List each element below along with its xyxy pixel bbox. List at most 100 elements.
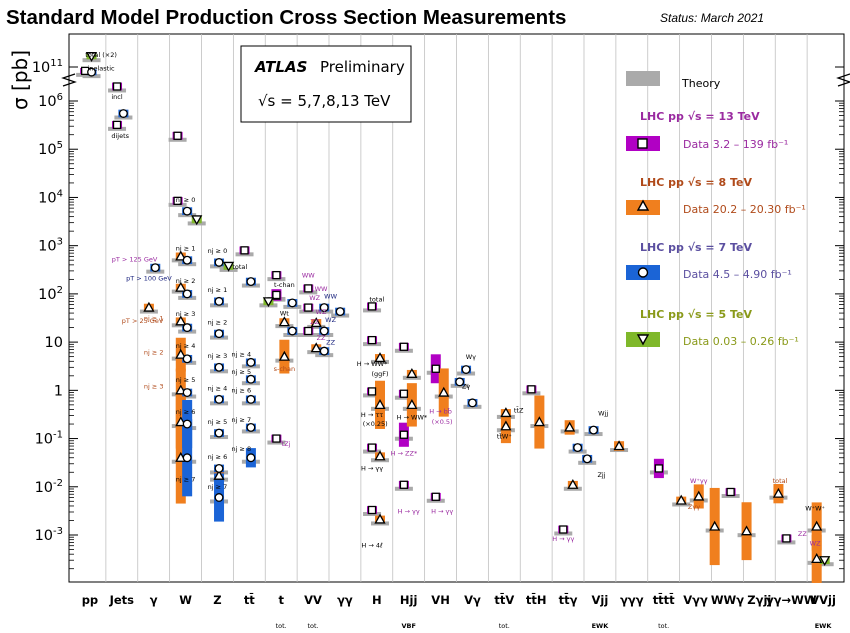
annotation-label: nj ≥ 3 [144,382,164,390]
x-tick-label: γ [150,593,158,607]
annotation-label: WW [315,285,328,293]
annotation-label: nj ≥ 1 [208,286,228,294]
legend-5tev-data: Data 0.03 – 0.26 fb⁻¹ [683,335,799,348]
triangle-marker [406,367,418,378]
y-tick-label: 10-2 [35,478,63,496]
triangle-marker [693,490,705,501]
y-tick-label: 10-1 [35,430,63,448]
atlas-name: ATLAS [254,58,307,76]
annotation-label: WZ [316,308,327,316]
x-tick-label: γγ→WW [766,593,817,607]
x-tick-label: Vγγ [683,593,708,607]
annotation-label: dijets [111,132,129,140]
square-marker [240,246,249,255]
annotation-label: nj ≥ 4 [208,384,228,392]
status-label: Status: March 2021 [660,11,764,25]
x-tick-label: γγγ [620,593,644,607]
annotation-label: ZZ [326,338,335,346]
square-marker [367,387,377,396]
legend-8tev-data: Data 20.2 – 20.30 fb⁻¹ [683,203,806,216]
y-tick-label: 10 [45,335,63,351]
circle-marker [246,422,256,432]
annotation-label: ZZ [798,530,807,538]
triangle-marker [564,421,576,432]
circle-marker [467,398,477,408]
square-marker [272,290,281,300]
triangle-marker [143,301,155,312]
square-marker [173,131,182,140]
atlas-preliminary: Preliminary [320,58,405,76]
circle-marker [214,493,224,502]
annotation-label: nj ≥ 8 [232,445,252,453]
circle-marker [182,206,192,216]
y-tick-label: 1 [54,383,63,399]
annotation-label: total [232,263,247,271]
circle-marker [246,357,256,367]
triangle-marker [500,407,512,418]
square-marker [431,364,440,373]
y-tick-label: 102 [38,285,63,303]
legend-triangle-marker [636,199,650,211]
annotation-label: H → 4ℓ [361,542,383,550]
circle-marker [246,374,256,384]
inverted-triangle-marker [262,297,275,308]
circle-marker [214,394,224,404]
annotation-label: H → WW* [397,413,428,421]
circle-marker [182,419,192,429]
atlas-energy: √s = 5,7,8,13 TeV [258,92,391,110]
circle-marker [573,443,583,453]
axis-break-mark [61,73,77,87]
annotation-label: Wjj [598,410,608,418]
annotation-label: nj ≥ 4 [176,342,196,350]
circle-marker [246,277,256,287]
square-marker [782,534,791,543]
annotation-label: nj ≥ 1 [176,244,196,252]
annotation-label: H → γγ [361,464,383,472]
data-markers [81,52,831,567]
triangle-marker [175,348,187,359]
y-tick-label: 104 [38,188,63,206]
circle-marker [319,326,329,336]
x-tick-label: γγ [337,593,353,607]
triangle-marker [374,399,386,409]
annotation-label: (×0.25) [363,420,388,428]
x-tick-label: Hjj [400,593,418,607]
axis-break-mark [836,73,850,87]
annotation-label: H → bb̄ [429,406,452,415]
annotation-label: nj ≥ 6 [176,408,196,416]
legend-8tev-title: LHC pp √s = 8 TeV [640,176,752,189]
circle-marker [461,365,471,374]
annotation-label: H → ZZ* [391,449,418,457]
x-tick-sublabel: tot. [307,622,318,630]
triangle-marker [310,317,322,328]
circle-marker [455,377,465,387]
inverted-triangle-marker [222,261,235,272]
triangle-marker [278,316,290,327]
circle-marker [87,67,96,77]
inverted-triangle-marker [85,52,98,62]
annotation-label: pT > 125 GeV [112,255,158,263]
circle-marker [182,323,192,333]
square-marker [367,335,377,345]
x-tick-label: Jets [109,593,135,607]
square-marker [367,443,377,452]
annotation-label: nj ≥ 6 [232,387,252,395]
circle-marker [214,329,224,339]
annotation-label: (×0.5) [432,418,453,426]
circle-marker [589,425,599,435]
annotation-label: H → ττ [361,411,383,419]
triangle-marker [310,342,322,353]
triangle-marker [613,440,625,451]
annotation-label: nj ≥ 2 [208,319,228,327]
triangle-marker [567,478,579,489]
y-tick-label: 103 [38,237,63,255]
annotation-label: Wt [280,309,289,317]
y-axis-label: σ [pb] [8,50,32,110]
legend-inverted-triangle-marker [636,334,650,346]
annotation-label: WZ [309,294,320,302]
legend-13tev-data: Data 3.2 – 139 fb⁻¹ [683,138,788,151]
triangle-marker [374,450,386,461]
y-tick-label: 1011 [32,58,63,76]
